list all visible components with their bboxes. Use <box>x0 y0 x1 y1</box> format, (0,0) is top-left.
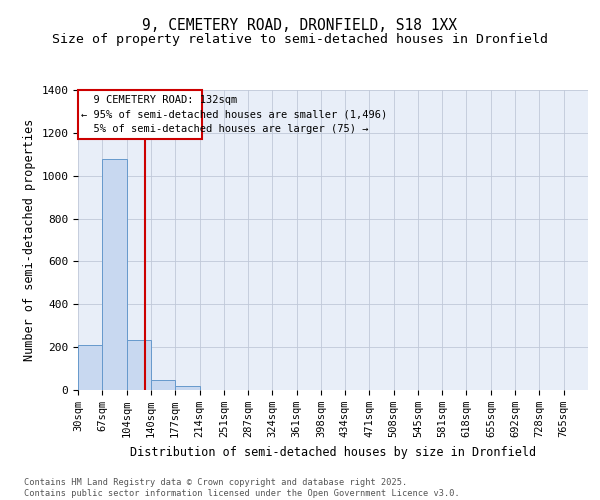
Text: 9 CEMETERY ROAD: 132sqm
← 95% of semi-detached houses are smaller (1,496)
  5% o: 9 CEMETERY ROAD: 132sqm ← 95% of semi-de… <box>80 95 387 134</box>
Bar <box>103 158 127 390</box>
FancyBboxPatch shape <box>78 90 202 140</box>
Bar <box>78 345 103 390</box>
Text: Contains HM Land Registry data © Crown copyright and database right 2025.
Contai: Contains HM Land Registry data © Crown c… <box>24 478 460 498</box>
Y-axis label: Number of semi-detached properties: Number of semi-detached properties <box>23 119 36 361</box>
Bar <box>151 380 175 390</box>
X-axis label: Distribution of semi-detached houses by size in Dronfield: Distribution of semi-detached houses by … <box>130 446 536 458</box>
Text: 9, CEMETERY ROAD, DRONFIELD, S18 1XX: 9, CEMETERY ROAD, DRONFIELD, S18 1XX <box>143 18 458 32</box>
Bar <box>127 340 151 390</box>
Bar <box>175 386 200 390</box>
Text: Size of property relative to semi-detached houses in Dronfield: Size of property relative to semi-detach… <box>52 32 548 46</box>
